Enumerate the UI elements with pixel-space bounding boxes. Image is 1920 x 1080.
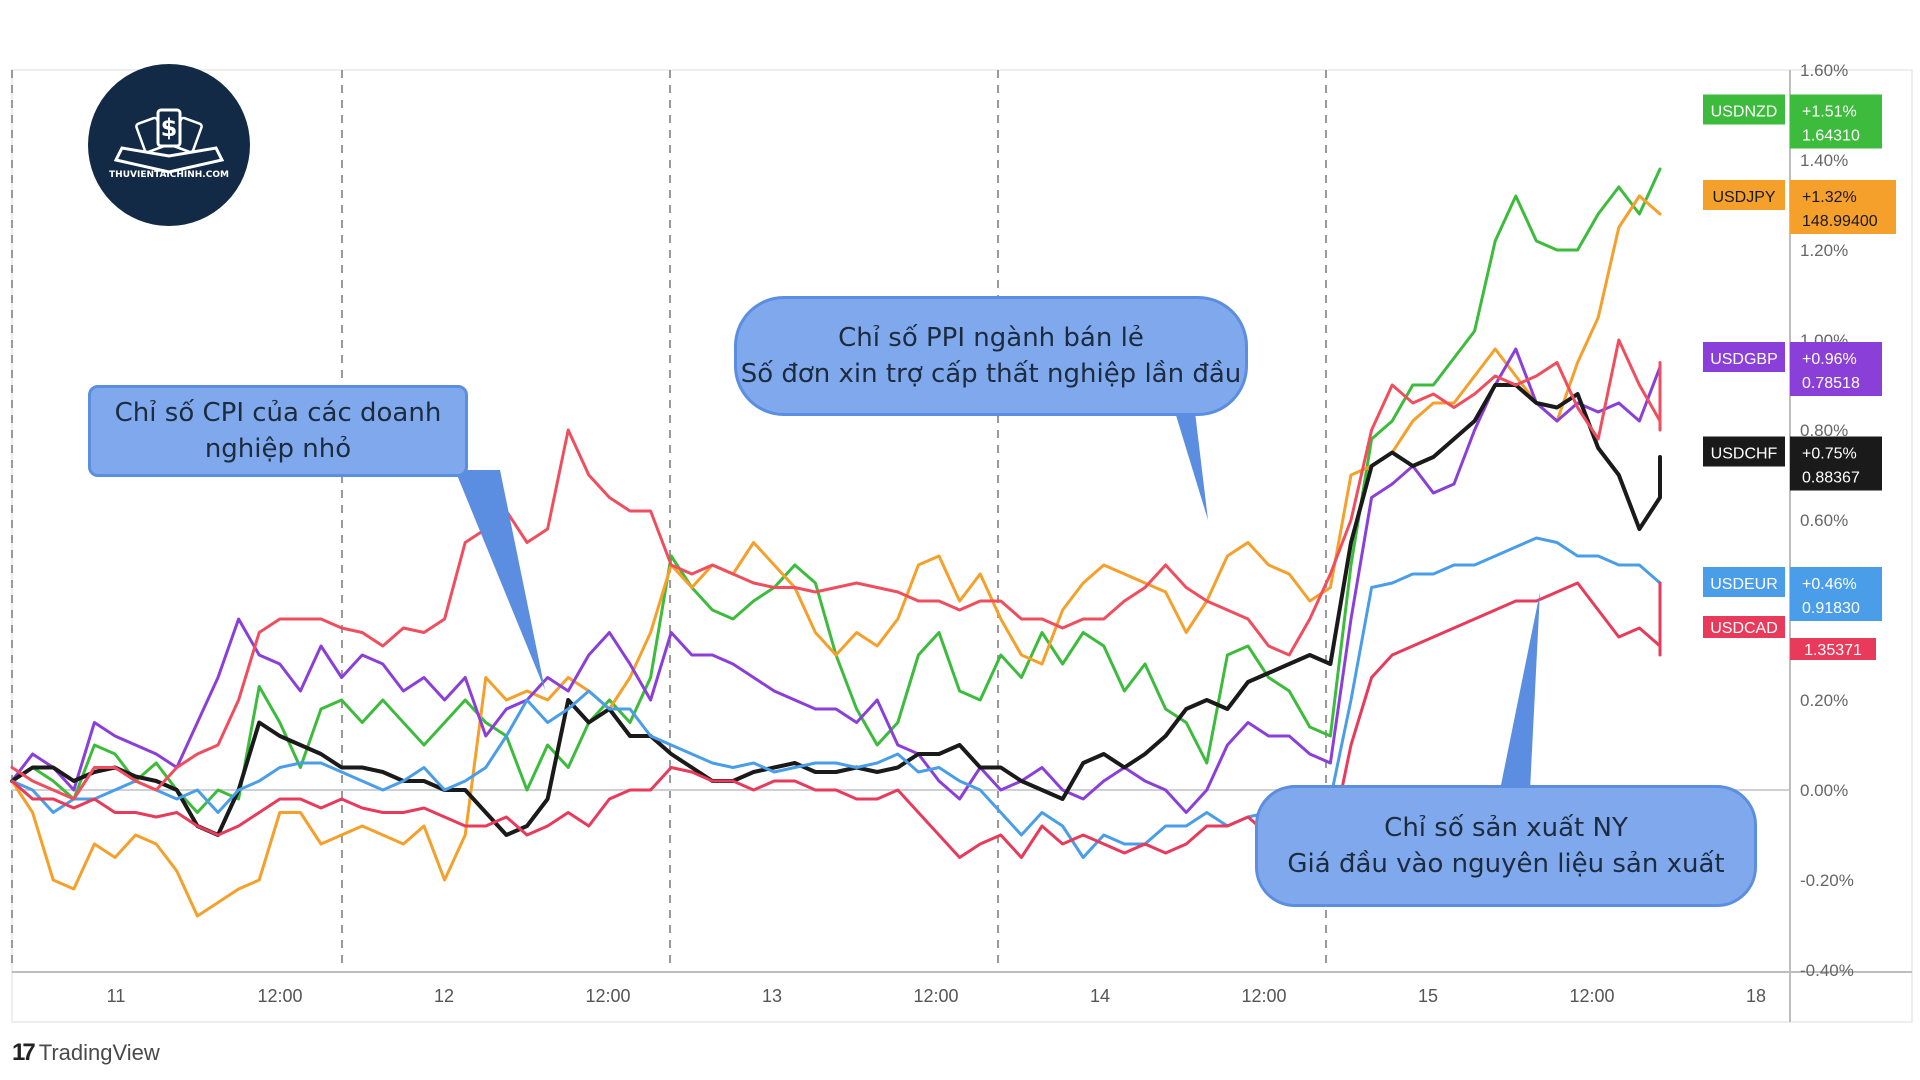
y-tick-label: 1.60% (1800, 61, 1848, 80)
legend-price: 1.35371 (1804, 642, 1862, 659)
y-tick-label: -0.20% (1800, 871, 1854, 890)
legend-badge-usdchf: USDCHF +0.75% 0.88367 (1703, 436, 1882, 491)
series-line-usdcad-alt (10, 338, 1662, 801)
y-tick-label: 1.20% (1800, 241, 1848, 260)
x-tick-label: 12:00 (585, 986, 630, 1006)
legend-change: +1.51% (1802, 104, 1857, 121)
x-tick-label: 18 (1746, 986, 1766, 1006)
callout-ppi-pointer (1175, 412, 1208, 520)
legend-badge-usdcad: USDCAD 1.35371 (1703, 616, 1876, 660)
tradingview-watermark: 17 TradingView (12, 1038, 160, 1068)
legend-price: 0.78518 (1802, 375, 1860, 392)
legend-change: +0.96% (1802, 351, 1857, 368)
legend-change: +1.32% (1802, 189, 1857, 206)
x-tick-label: 12:00 (1241, 986, 1286, 1006)
series-line-usdgbp (10, 347, 1662, 814)
logo-text: THUVIENTAICHINH.COM (109, 170, 229, 180)
legend-value-box (1790, 180, 1896, 234)
legend-name: USDGBP (1710, 351, 1778, 368)
legend-price: 0.88367 (1802, 470, 1860, 487)
tradingview-text: TradingView (38, 1040, 160, 1065)
x-tick-label: 14 (1090, 986, 1110, 1006)
legend-price-box (1790, 638, 1876, 660)
dollar-book-icon: $ (113, 108, 225, 174)
y-tick-label: 0.80% (1800, 421, 1848, 440)
legend-name-box (1703, 567, 1785, 597)
x-tick-label: 12:00 (257, 986, 302, 1006)
callout-cpi-line-2: nghiệp nhỏ (204, 434, 352, 464)
legend-name: USDCHF (1711, 446, 1778, 463)
callout-ppi-line-2: Số đơn xin trợ cấp thất nghiệp lần đầu (740, 359, 1242, 389)
legend-price: 148.99400 (1802, 213, 1878, 230)
legend-name: USDCAD (1710, 620, 1778, 637)
legend-badge-usdgbp: USDGBP +0.96% 0.78518 (1703, 342, 1882, 396)
y-tick-label: 0.00% (1800, 781, 1848, 800)
callout-ny-pointer (1500, 592, 1540, 790)
callout-ny-line-2: Giá đầu vào nguyên liệu sản xuất (1287, 849, 1725, 879)
plot-frame (11, 69, 1913, 1023)
x-tick-label: 12 (434, 986, 454, 1006)
legend-name: USDNZD (1711, 104, 1778, 121)
legend-name-box (1703, 436, 1785, 467)
legend-name: USDJPY (1712, 189, 1775, 206)
brand-logo: $ THUVIENTAICHINH.COM (88, 64, 250, 226)
callout-ppi-line-1: Chỉ số PPI ngành bán lẻ (838, 323, 1144, 353)
series-line-usdeur (10, 536, 1662, 859)
legend-price: 0.91830 (1802, 600, 1860, 617)
series-line-usdcad (10, 581, 1662, 859)
axes: 11 12:00 12 12:00 13 12:00 14 12:00 15 12:00 18 1.6… (12, 61, 1912, 1022)
y-tick-label: 0.20% (1800, 691, 1848, 710)
legend-value-box (1790, 567, 1882, 621)
legend-name-box (1703, 94, 1785, 125)
legend-name-box (1703, 616, 1785, 638)
legend-value-box (1790, 94, 1882, 149)
series-group (10, 167, 1662, 918)
y-tick-label: 0.60% (1800, 511, 1848, 530)
legend-badge-usdjpy: USDJPY +1.32% 148.99400 (1703, 180, 1896, 234)
callout-cpi-line-1: Chỉ số CPI của các doanh (114, 398, 442, 428)
x-tick-label: 12:00 (913, 986, 958, 1006)
legend-value-box (1790, 342, 1882, 396)
x-tick-label: 13 (762, 986, 782, 1006)
x-tick-label: 12:00 (1569, 986, 1614, 1006)
series-line-usdchf (10, 383, 1662, 837)
callout-cpi-pointer (455, 470, 545, 690)
legend-badge-usdnzd: USDNZD +1.51% 1.64310 (1703, 94, 1882, 149)
legend-name-box (1703, 342, 1785, 372)
legend-price: 1.64310 (1802, 128, 1860, 145)
tradingview-logo-icon: 17 (12, 1039, 36, 1066)
x-tick-label: 11 (107, 986, 126, 1006)
x-tick-label: 15 (1418, 986, 1438, 1006)
legend-badge-usdeur: USDEUR +0.46% 0.91830 (1703, 567, 1882, 621)
legend-name-box (1703, 180, 1785, 210)
y-tick-label: -0.40% (1800, 961, 1854, 980)
legend-change: +0.75% (1802, 446, 1857, 463)
legend: USDNZD +1.51% 1.64310 USDJPY +1.32% 148.99400… (1703, 94, 1896, 660)
legend-name: USDEUR (1710, 576, 1778, 593)
series-line-usdnzd (10, 167, 1662, 814)
legend-value-box (1790, 436, 1882, 491)
callout-ny: Chỉ số sản xuất NY Giá đầu vào nguyên li… (1255, 785, 1757, 907)
y-tick-label: 1.40% (1800, 151, 1848, 170)
legend-change: +0.46% (1802, 576, 1857, 593)
callout-ny-line-1: Chỉ số sản xuất NY (1384, 813, 1628, 843)
svg-text:$: $ (161, 114, 178, 142)
callout-cpi: Chỉ số CPI của các doanh nghiệp nhỏ (88, 385, 468, 477)
callout-ppi: Chỉ số PPI ngành bán lẻ Số đơn xin trợ c… (734, 296, 1248, 416)
